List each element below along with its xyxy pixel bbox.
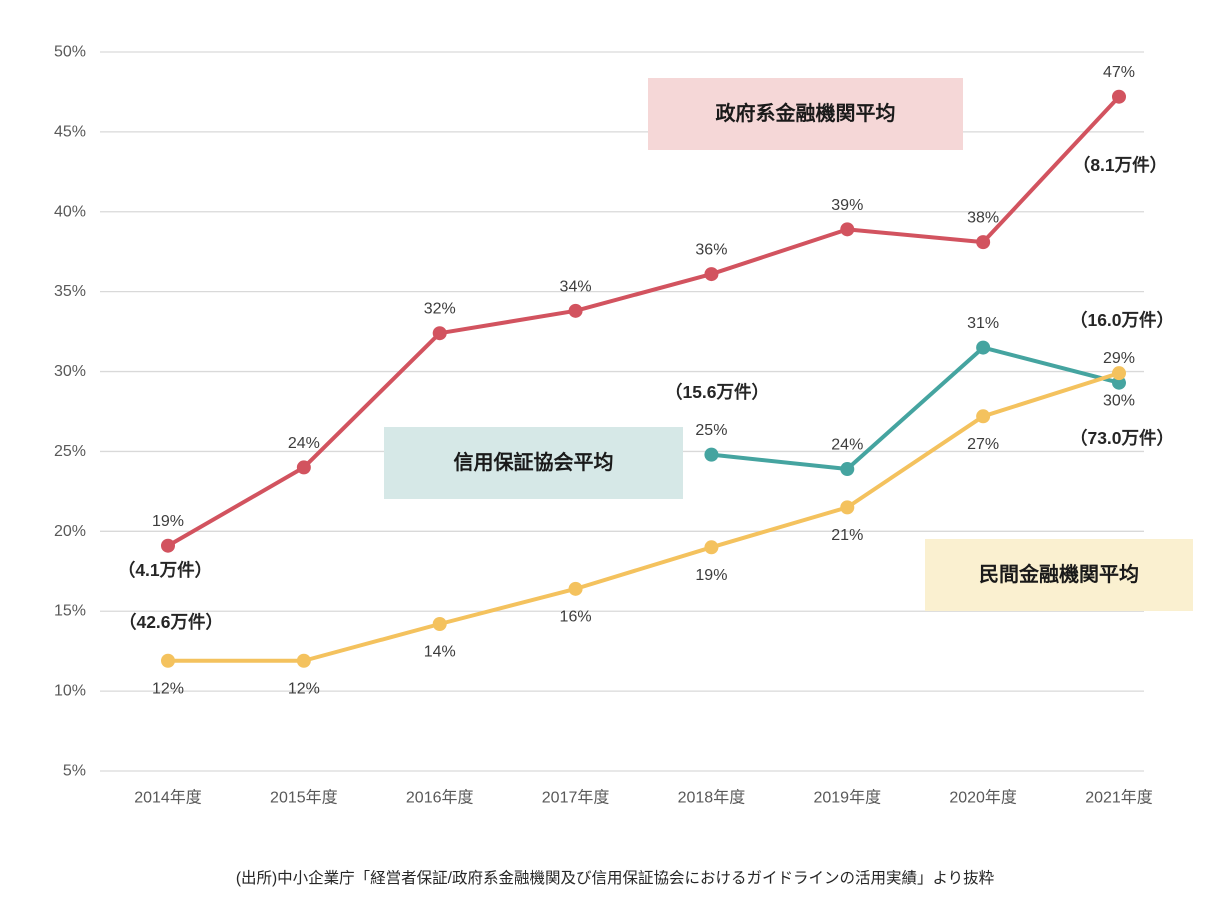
y-tick-label: 30% xyxy=(54,363,86,380)
x-tick-label: 2019年度 xyxy=(813,789,881,807)
series-line-2 xyxy=(166,371,1121,663)
data-point xyxy=(704,267,719,282)
data-point xyxy=(568,303,583,318)
data-point xyxy=(976,409,991,424)
series-label-box xyxy=(648,78,963,150)
data-point-label: 39% xyxy=(831,197,863,214)
annotation: （15.6万件） xyxy=(665,382,769,402)
x-tick-label: 2020年度 xyxy=(949,789,1017,807)
data-point-label: 29% xyxy=(1103,350,1135,367)
series-line-1 xyxy=(709,345,1121,472)
data-point xyxy=(568,581,583,596)
data-point-label: 47% xyxy=(1103,64,1135,81)
chart-canvas: 5% 10% 15% 20% 25% 30% 35% 40% 45% 50% 2014年度 2015年… xyxy=(54,43,1193,807)
data-point-label: 19% xyxy=(152,513,184,530)
data-point-label: 32% xyxy=(424,301,456,318)
series-label-box xyxy=(384,427,683,499)
y-tick-label: 5% xyxy=(63,763,86,780)
data-point xyxy=(976,340,991,355)
annotation: （73.0万件） xyxy=(1070,428,1174,448)
data-point-label: 34% xyxy=(560,278,592,295)
line-chart: 5% 10% 15% 20% 25% 30% 35% 40% 45% 50% 2014年度 2015年… xyxy=(54,43,1193,807)
data-point xyxy=(1111,89,1126,104)
y-tick-label: 15% xyxy=(54,603,86,620)
x-tick-label: 2018年度 xyxy=(678,789,746,807)
annotation: （8.1万件） xyxy=(1073,155,1167,175)
data-point xyxy=(704,447,719,462)
data-point-label: 38% xyxy=(967,210,999,227)
data-point xyxy=(296,653,311,668)
data-point-label: 27% xyxy=(967,436,999,453)
y-tick-label: 50% xyxy=(54,43,86,60)
data-point xyxy=(840,462,855,477)
x-tick-label: 2015年度 xyxy=(270,789,338,807)
data-point-label: 25% xyxy=(695,422,727,439)
data-point-label: 12% xyxy=(288,680,320,697)
data-point-label: 24% xyxy=(288,435,320,452)
annotation: （42.6万件） xyxy=(119,612,223,632)
x-tick-label: 2017年度 xyxy=(542,789,610,807)
data-point xyxy=(840,500,855,515)
data-point xyxy=(840,222,855,237)
series-label-box xyxy=(925,539,1193,611)
series-label: 政府系金融機関平均 xyxy=(716,101,896,125)
x-tick-label: 2016年度 xyxy=(406,789,474,807)
source-note: (出所)中小企業庁「経営者保証/政府系金融機関及び信用保証協会におけるガイドライ… xyxy=(235,870,995,887)
data-point xyxy=(432,326,447,341)
annotation: （16.0万件） xyxy=(1070,310,1174,330)
data-point xyxy=(1111,375,1126,390)
annotation: （4.1万件） xyxy=(118,560,212,580)
y-tick-label: 10% xyxy=(54,683,86,700)
series-label: 民間金融機関平均 xyxy=(979,562,1139,586)
data-point xyxy=(296,460,311,475)
data-point xyxy=(976,235,991,250)
series-line-0 xyxy=(166,94,1121,548)
y-tick-label: 20% xyxy=(54,523,86,540)
series-label: 信用保証協会平均 xyxy=(454,450,614,474)
data-point-label: 31% xyxy=(967,315,999,332)
data-point xyxy=(1111,366,1126,381)
data-point xyxy=(161,538,175,553)
x-tick-label: 2014年度 xyxy=(134,789,202,807)
data-point xyxy=(432,617,447,632)
y-tick-label: 25% xyxy=(54,443,86,460)
data-point-label: 21% xyxy=(831,527,863,544)
data-point xyxy=(704,540,719,555)
data-point xyxy=(161,653,175,668)
data-point-label: 19% xyxy=(695,567,727,584)
data-point-label: 12% xyxy=(152,680,184,697)
data-point-label: 16% xyxy=(560,608,592,625)
data-point-label: 36% xyxy=(695,242,727,259)
y-tick-label: 45% xyxy=(54,123,86,140)
y-tick-label: 40% xyxy=(54,203,86,220)
data-point-label: 24% xyxy=(831,437,863,454)
data-point-label: 30% xyxy=(1103,393,1135,410)
x-tick-label: 2021年度 xyxy=(1085,789,1153,807)
data-point-label: 14% xyxy=(424,644,456,661)
y-tick-label: 35% xyxy=(54,283,86,300)
